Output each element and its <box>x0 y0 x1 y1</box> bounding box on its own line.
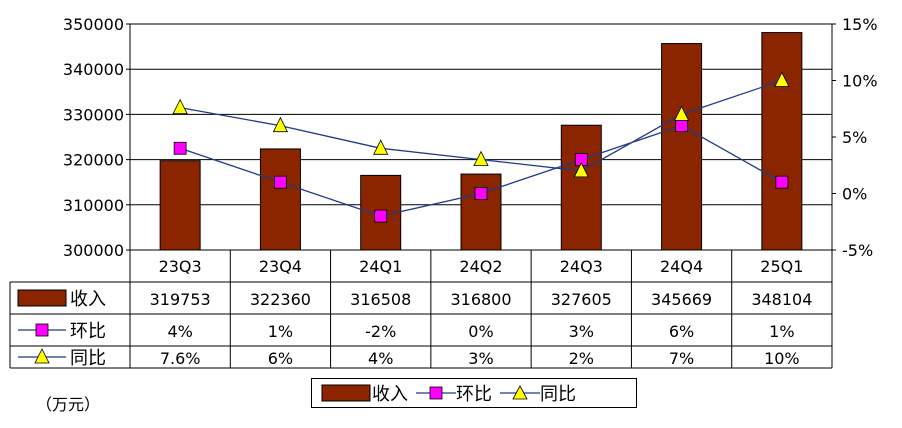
triangle-marker <box>774 71 790 87</box>
table-cell: 6% <box>268 349 293 368</box>
table-cell: 3% <box>468 349 493 368</box>
right-tick-label: 0% <box>842 185 867 204</box>
square-marker <box>374 209 388 223</box>
legend-triangle-marker <box>500 385 540 400</box>
table-cell: 6% <box>669 322 694 341</box>
right-tick-label: 10% <box>842 72 878 91</box>
table-cell: 7% <box>669 349 694 368</box>
table-cell: 4% <box>368 349 393 368</box>
triangle-marker <box>473 150 489 167</box>
bar-24Q2 <box>460 173 502 251</box>
legend-item-yoy: 同比 <box>500 380 576 406</box>
table-cell: 322360 <box>250 290 311 309</box>
row-key-square <box>35 323 49 337</box>
legend-label-yoy: 同比 <box>540 384 576 405</box>
row-key-bar <box>17 289 67 307</box>
table-cell: 345669 <box>651 290 712 309</box>
square-marker <box>675 119 688 133</box>
square-marker <box>173 141 187 155</box>
left-tick-label: 340000 <box>63 60 124 79</box>
row-label: 环比 <box>70 321 106 342</box>
left-tick-label: 300000 <box>63 241 124 260</box>
triangle-marker <box>373 139 389 155</box>
left-tick-label: 330000 <box>63 105 124 124</box>
legend-item-qoq: 环比 <box>416 380 492 406</box>
bar-25Q1 <box>761 32 803 251</box>
triangle-marker <box>673 105 690 121</box>
table-cell: 327605 <box>551 290 612 309</box>
square-marker <box>474 187 488 200</box>
triangle-marker <box>172 98 188 115</box>
unit-label: （万元） <box>36 395 101 414</box>
table-cell: -2% <box>365 322 396 341</box>
left-tick-label: 350000 <box>63 15 124 34</box>
row-key-triangle <box>34 348 50 364</box>
category-label: 24Q4 <box>660 257 703 276</box>
legend: 收入 环比 同比 <box>311 378 637 408</box>
category-label: 23Q3 <box>159 257 202 276</box>
table-cell: 2% <box>569 349 594 368</box>
row-label: 同比 <box>70 348 106 369</box>
left-tick-label: 310000 <box>63 196 124 215</box>
bars-series <box>159 32 803 251</box>
bar-23Q4 <box>259 148 301 251</box>
square-marker <box>775 175 789 189</box>
category-label: 24Q3 <box>560 257 603 276</box>
legend-label-revenue: 收入 <box>372 384 408 405</box>
bar-23Q3 <box>159 160 201 251</box>
axes: 300000 310000 320000 330000 340000 350000 -5% 0… <box>63 15 878 260</box>
category-label: 23Q4 <box>259 257 302 276</box>
triangle-marker <box>573 162 589 178</box>
table-cell: 7.6% <box>160 349 201 368</box>
table-cell: 4% <box>167 322 192 341</box>
category-label: 25Q1 <box>760 257 803 276</box>
row-label: 收入 <box>70 289 106 310</box>
category-label: 24Q1 <box>359 257 402 276</box>
bar-24Q4 <box>661 43 703 251</box>
right-tick-label: 5% <box>842 128 867 147</box>
data-table: 23Q3 23Q4 24Q1 24Q2 24Q3 24Q4 25Q1 收入 319753 3223… <box>9 249 833 369</box>
table-cell: 319753 <box>150 290 211 309</box>
legend-square-marker <box>416 386 456 400</box>
right-tick-label: -5% <box>842 241 873 260</box>
table-cell: 3% <box>569 322 594 341</box>
table-cell: 0% <box>468 322 493 341</box>
table-cell: 1% <box>268 322 293 341</box>
line-series <box>172 71 790 223</box>
legend-item-revenue: 收入 <box>320 380 408 406</box>
legend-label-qoq: 环比 <box>456 384 492 405</box>
square-marker <box>274 175 287 189</box>
table-cell: 316800 <box>450 290 511 309</box>
table-cell: 10% <box>764 349 800 368</box>
right-tick-label: 15% <box>842 15 878 34</box>
category-label: 24Q2 <box>459 257 502 276</box>
table-cell: 316508 <box>350 290 411 309</box>
table-cell: 348104 <box>751 290 812 309</box>
legend-bar-swatch <box>321 384 371 402</box>
table-cell: 1% <box>769 322 794 341</box>
bar-24Q3 <box>560 124 602 251</box>
left-tick-label: 320000 <box>63 151 124 170</box>
triangle-marker <box>272 116 289 133</box>
